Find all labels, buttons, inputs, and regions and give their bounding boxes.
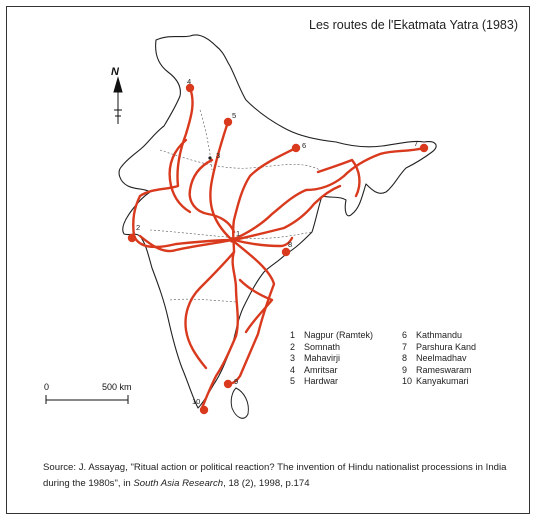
route-central-east [232, 184, 342, 242]
place-number-6: 6 [302, 141, 306, 150]
place-number-7: 7 [414, 139, 418, 148]
place-number-3: 3 [216, 151, 220, 160]
endpoint-nagpur [229, 237, 235, 243]
source-citation: Source: J. Assayag, "Ritual action or po… [43, 462, 507, 489]
legend-item: 5 Hardwar [290, 376, 339, 387]
endpoint-parshurakund [419, 143, 429, 153]
place-number-4: 4 [187, 77, 191, 86]
map-title: Les routes de l'Ekatmata Yatra (1983) [309, 18, 518, 32]
route-deccan-loop [238, 278, 274, 334]
route-parshurakund-somnath [138, 146, 426, 253]
map-frame [6, 6, 530, 514]
route-northeast-loop [316, 158, 361, 198]
legend-item: 6 Kathmandu [402, 330, 463, 340]
place-number-labels: 1 2 3 4 5 6 7 8 9 10 [136, 77, 418, 406]
north-label: N [111, 66, 119, 78]
endpoint-somnath [127, 233, 137, 243]
route-southern-west [184, 250, 236, 370]
scale-label-max: 500 km [102, 382, 132, 392]
place-number-5: 5 [232, 111, 236, 120]
route-hardwar-rameswaram [209, 120, 276, 386]
endpoint-kanyakumari [199, 405, 209, 415]
route-amritsar-somnath [132, 86, 234, 249]
route-neelmadhav [232, 236, 294, 248]
place-number-8: 8 [288, 240, 292, 249]
internal-boundaries [149, 109, 321, 303]
legend-item: 10 Kanyakumari [402, 376, 469, 387]
scale-bar [45, 395, 129, 404]
legend-item: 7 Parshura Kand [402, 341, 477, 352]
legend-item: 4 Amritsar [290, 364, 338, 375]
scale-label-zero: 0 [44, 382, 50, 392]
legend-item: 9 Rameswaram [402, 364, 472, 375]
route-mahavirji-loop [188, 158, 236, 234]
north-arrow-icon [113, 76, 123, 124]
endpoint-kathmandu [291, 143, 301, 153]
endpoint-mahavirji [208, 156, 212, 160]
endpoint-rameswaram [223, 379, 233, 389]
legend-item: 1 Nagpur (Ramtek) [290, 330, 374, 340]
route-western-loop [168, 138, 192, 214]
place-number-9: 9 [234, 377, 238, 386]
sri-lanka-outline [230, 387, 249, 419]
legend-item: 2 Somnath [290, 341, 341, 352]
endpoint-amritsar [185, 83, 195, 93]
india-outline [118, 34, 437, 409]
legend-item: 8 Neelmadhav [402, 353, 467, 364]
endpoint-hardwar [223, 117, 233, 127]
place-number-10: 10 [192, 397, 200, 406]
place-number-1: 1 [236, 229, 240, 238]
endpoint-neelmadhav [281, 247, 291, 257]
place-legend: 1 Nagpur (Ramtek) 6 Kathmandu 2 Somnath 7 Pa… [290, 330, 522, 388]
route-kathmandu-kanyakumari [200, 146, 298, 410]
yatra-routes [132, 86, 426, 410]
legend-item: 3 Mahavirji [290, 353, 341, 364]
route-endpoints [127, 83, 429, 415]
place-number-2: 2 [136, 223, 140, 232]
